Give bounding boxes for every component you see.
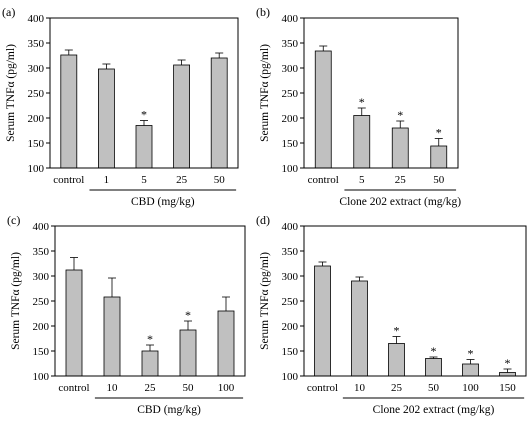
bar-control bbox=[314, 265, 331, 377]
y-axis-label: Serum TNFα (pg/ml) bbox=[5, 44, 17, 142]
category-label: 50 bbox=[428, 382, 440, 394]
bar-150 bbox=[499, 372, 516, 377]
bar-25 bbox=[388, 343, 405, 377]
y-axis-label: Serum TNFα (pg/ml) bbox=[259, 252, 271, 350]
y-tick-label: 250 bbox=[282, 88, 299, 100]
significance-marker: * bbox=[397, 108, 403, 122]
y-tick-label: 400 bbox=[28, 13, 45, 25]
y-tick-label: 250 bbox=[28, 88, 45, 100]
bar-50 bbox=[425, 358, 442, 377]
panel-c: (c) 100 150 200 250 300 350 400 Serum TNFα (pg/m… bbox=[7, 213, 246, 416]
bar-25 bbox=[141, 350, 159, 377]
x-axis-label: Clone 202 extract (mg/kg) bbox=[373, 404, 495, 416]
bar-1 bbox=[98, 68, 115, 169]
y-tick-label: 350 bbox=[282, 246, 299, 258]
bar-25 bbox=[391, 127, 409, 169]
x-axis-label: Clone 202 extract (mg/kg) bbox=[339, 196, 461, 208]
category-label: 25 bbox=[395, 174, 407, 186]
y-tick-label: 100 bbox=[282, 371, 299, 383]
category-label: 25 bbox=[176, 174, 188, 186]
category-label: 10 bbox=[354, 382, 366, 394]
y-tick-label: 300 bbox=[282, 271, 299, 283]
x-axis-label: CBD (mg/kg) bbox=[131, 196, 195, 208]
category-label: 25 bbox=[391, 382, 403, 394]
x-axis-label: CBD (mg/kg) bbox=[137, 404, 201, 416]
panel-b: (b) 100 150 200 250 300 350 400 Serum TNFα (pg/m… bbox=[256, 5, 461, 208]
category-label: control bbox=[307, 382, 338, 394]
bar-5 bbox=[135, 125, 153, 169]
panel-label: (b) bbox=[256, 5, 270, 19]
significance-marker: * bbox=[147, 332, 153, 346]
bar-control bbox=[60, 54, 78, 169]
y-tick-label: 350 bbox=[282, 38, 299, 50]
category-label: 50 bbox=[214, 174, 226, 186]
significance-marker: * bbox=[505, 356, 511, 370]
category-label: 1 bbox=[104, 174, 110, 186]
y-tick-label: 200 bbox=[33, 321, 50, 333]
y-tick-label: 100 bbox=[33, 371, 50, 383]
y-axis-label: Serum TNFα (pg/ml) bbox=[10, 252, 22, 350]
significance-marker: * bbox=[359, 95, 365, 109]
bar-50 bbox=[210, 57, 228, 169]
bar-control bbox=[314, 50, 332, 169]
y-tick-label: 350 bbox=[33, 246, 50, 258]
y-tick-label: 250 bbox=[33, 296, 50, 308]
bar-50 bbox=[430, 145, 448, 169]
y-tick-label: 200 bbox=[28, 113, 45, 125]
bar-100 bbox=[217, 310, 235, 377]
panel-label: (a) bbox=[2, 5, 15, 19]
bar-25 bbox=[173, 64, 191, 169]
plot-frame bbox=[303, 17, 459, 169]
y-tick-label: 200 bbox=[282, 113, 299, 125]
bar-10 bbox=[103, 296, 121, 377]
y-tick-label: 400 bbox=[282, 13, 299, 25]
category-label: 100 bbox=[218, 382, 235, 394]
category-label: 100 bbox=[462, 382, 479, 394]
y-tick-label: 150 bbox=[282, 346, 299, 358]
category-label: 50 bbox=[433, 174, 445, 186]
y-tick-label: 400 bbox=[33, 221, 50, 233]
plot-frame bbox=[303, 225, 527, 377]
panel-d: (d) 100 150 200 250 300 350 400 Serum TNFα (pg/m… bbox=[256, 213, 527, 416]
category-label: 5 bbox=[141, 174, 147, 186]
y-tick-label: 100 bbox=[282, 163, 299, 175]
plot-frame bbox=[49, 17, 239, 169]
y-tick-label: 350 bbox=[28, 38, 45, 50]
panel-label: (d) bbox=[256, 213, 270, 227]
significance-marker: * bbox=[431, 344, 437, 358]
y-tick-label: 150 bbox=[33, 346, 50, 358]
category-label: control bbox=[58, 382, 89, 394]
category-label: 5 bbox=[359, 174, 365, 186]
bar-5 bbox=[353, 115, 371, 169]
category-label: 10 bbox=[107, 382, 119, 394]
category-label: control bbox=[53, 174, 84, 186]
bar-control bbox=[65, 269, 83, 377]
bar-100 bbox=[462, 363, 479, 377]
y-tick-label: 150 bbox=[282, 138, 299, 150]
category-label: 50 bbox=[183, 382, 195, 394]
category-label: control bbox=[308, 174, 339, 186]
y-tick-label: 150 bbox=[28, 138, 45, 150]
y-tick-label: 300 bbox=[28, 63, 45, 75]
panel-label: (c) bbox=[7, 213, 20, 227]
significance-marker: * bbox=[141, 108, 147, 122]
y-tick-label: 250 bbox=[282, 296, 299, 308]
y-tick-label: 400 bbox=[282, 221, 299, 233]
significance-marker: * bbox=[394, 324, 400, 338]
category-label: 150 bbox=[499, 382, 516, 394]
y-tick-label: 100 bbox=[28, 163, 45, 175]
y-axis-label: Serum TNFα (pg/ml) bbox=[259, 44, 271, 142]
y-tick-label: 300 bbox=[33, 271, 50, 283]
bar-50 bbox=[179, 329, 197, 377]
significance-marker: * bbox=[185, 308, 191, 322]
significance-marker: * bbox=[436, 126, 442, 140]
significance-marker: * bbox=[468, 347, 474, 361]
y-tick-label: 300 bbox=[282, 63, 299, 75]
category-label: 25 bbox=[145, 382, 157, 394]
plot-frame bbox=[54, 225, 246, 377]
y-tick-label: 200 bbox=[282, 321, 299, 333]
bar-10 bbox=[351, 280, 368, 377]
